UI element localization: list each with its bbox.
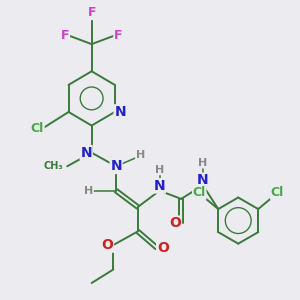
Text: N: N — [110, 159, 122, 173]
Text: F: F — [114, 29, 122, 43]
Text: Cl: Cl — [271, 186, 284, 199]
Text: N: N — [114, 105, 126, 119]
Text: F: F — [87, 6, 96, 20]
Text: H: H — [84, 186, 93, 196]
Text: O: O — [101, 238, 113, 252]
Text: F: F — [61, 29, 69, 43]
Text: N: N — [80, 146, 92, 160]
Text: Cl: Cl — [31, 122, 44, 135]
Text: H: H — [155, 164, 164, 175]
Text: H: H — [136, 150, 145, 161]
Text: Cl: Cl — [193, 186, 206, 199]
Text: H: H — [198, 158, 208, 168]
Text: O: O — [169, 216, 181, 230]
Text: O: O — [157, 241, 169, 255]
Text: N: N — [154, 179, 165, 193]
Text: N: N — [197, 173, 209, 188]
Text: CH₃: CH₃ — [44, 161, 63, 171]
